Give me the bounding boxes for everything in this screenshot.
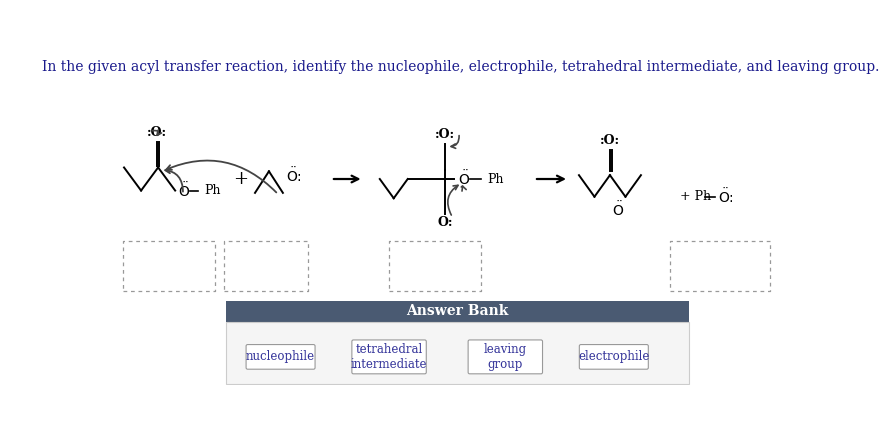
Text: Answer Bank: Answer Bank xyxy=(406,304,509,318)
Text: $\ddot{\rm O}$:: $\ddot{\rm O}$: xyxy=(719,187,734,206)
FancyArrowPatch shape xyxy=(166,161,276,192)
FancyArrowPatch shape xyxy=(447,185,458,215)
Bar xyxy=(226,301,689,322)
Text: leaving
group: leaving group xyxy=(484,343,527,371)
Text: $\ddot{\rm O}$: $\ddot{\rm O}$ xyxy=(612,200,624,219)
Text: $\ddot{\rm O}$:: $\ddot{\rm O}$: xyxy=(286,167,302,185)
Text: electrophile: electrophile xyxy=(578,350,649,363)
Text: Ph: Ph xyxy=(488,172,504,185)
Text: nucleophile: nucleophile xyxy=(246,350,315,363)
Text: $\ddot{\rm O}$: $\ddot{\rm O}$ xyxy=(458,170,471,188)
FancyBboxPatch shape xyxy=(352,340,426,374)
Text: :O:: :O: xyxy=(435,128,455,141)
FancyBboxPatch shape xyxy=(468,340,543,374)
Text: Ph: Ph xyxy=(204,184,221,197)
FancyArrowPatch shape xyxy=(451,136,459,149)
FancyBboxPatch shape xyxy=(246,345,315,369)
FancyArrowPatch shape xyxy=(165,168,183,192)
FancyArrowPatch shape xyxy=(462,186,466,191)
FancyArrowPatch shape xyxy=(153,130,162,135)
Text: +: + xyxy=(234,170,248,188)
Text: :O:: :O: xyxy=(600,134,620,147)
Text: + Ph: + Ph xyxy=(680,190,711,203)
Text: :O:: :O: xyxy=(146,126,167,139)
Text: In the given acyl transfer reaction, identify the nucleophile, electrophile, tet: In the given acyl transfer reaction, ide… xyxy=(42,60,879,74)
Text: O:: O: xyxy=(438,216,453,229)
FancyBboxPatch shape xyxy=(580,345,648,369)
Text: $\ddot{\rm O}$: $\ddot{\rm O}$ xyxy=(179,181,190,200)
Text: tetrahedral
intermediate: tetrahedral intermediate xyxy=(351,343,428,371)
Bar xyxy=(226,322,689,384)
